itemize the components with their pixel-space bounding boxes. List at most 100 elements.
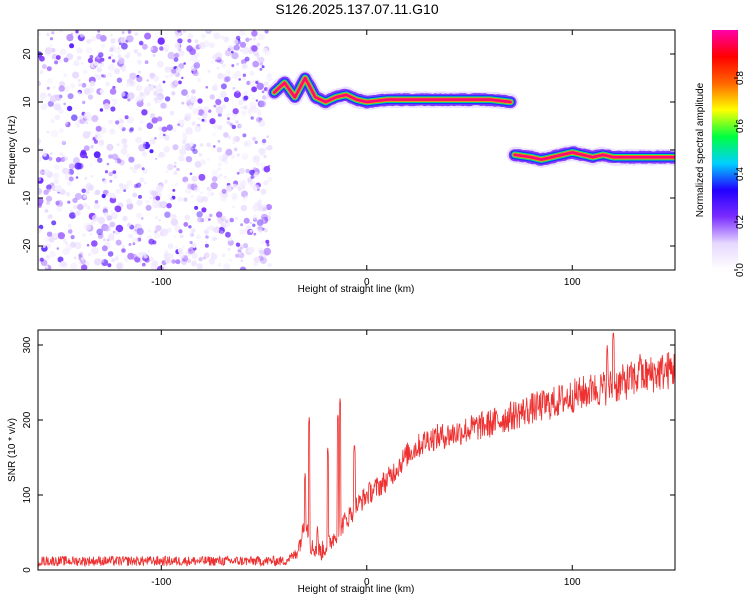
- noise-cell: [187, 183, 194, 190]
- noise-cell: [155, 101, 158, 104]
- noise-cell: [66, 181, 72, 187]
- noise-cell: [227, 236, 233, 242]
- noise-cell: [185, 250, 192, 257]
- noise-cell: [107, 72, 113, 78]
- snr-y-axis-label: SNR (10 * v/v): [7, 418, 18, 482]
- noise-cell: [87, 206, 91, 210]
- noise-cell: [263, 180, 269, 186]
- noise-cell: [174, 52, 180, 58]
- noise-cell: [46, 130, 50, 134]
- noise-cell: [173, 161, 177, 165]
- noise-cell: [75, 121, 80, 126]
- noise-cell: [100, 44, 106, 49]
- noise-cell: [120, 36, 127, 43]
- noise-cell: [137, 59, 143, 65]
- noise-cell: [166, 203, 172, 209]
- noise-cell: [246, 231, 251, 235]
- noise-cell: [150, 262, 158, 270]
- noise-cell: [150, 113, 156, 119]
- noise-cell: [194, 160, 202, 168]
- noise-cell: [260, 240, 265, 244]
- noise-cell: [219, 194, 227, 202]
- noise-cell: [198, 173, 206, 181]
- noise-cell: [113, 230, 119, 235]
- noise-cell: [102, 208, 109, 214]
- noise-cell: [261, 258, 265, 262]
- noise-cell: [252, 136, 257, 141]
- noise-cell: [261, 90, 265, 94]
- noise-cell: [220, 35, 225, 40]
- noise-cell: [39, 55, 45, 62]
- noise-cell: [236, 153, 240, 157]
- noise-cell: [136, 212, 143, 219]
- noise-cell: [43, 168, 51, 177]
- noise-cell: [39, 70, 44, 75]
- noise-cell: [241, 153, 249, 160]
- noise-cell: [97, 157, 103, 163]
- noise-cell: [239, 228, 246, 235]
- noise-cell: [178, 80, 182, 85]
- noise-cell: [232, 86, 236, 90]
- noise-cell: [173, 81, 179, 86]
- colorbar-ticks: 0.0 0.2 0.4 0.6 0.8: [734, 71, 746, 277]
- noise-cell: [136, 76, 143, 83]
- noise-cell: [99, 89, 105, 94]
- noise-cell: [144, 181, 147, 185]
- noise-cell: [44, 237, 50, 243]
- noise-cell: [235, 120, 239, 124]
- noise-cell: [219, 173, 223, 177]
- noise-cell: [172, 188, 176, 192]
- noise-cell: [106, 162, 110, 166]
- noise-cell: [73, 157, 80, 165]
- noise-cell: [38, 32, 41, 37]
- noise-cell: [121, 138, 128, 145]
- noise-cell: [120, 91, 126, 97]
- noise-cell: [50, 48, 56, 53]
- snr-y-tick-label: 100: [22, 486, 33, 503]
- noise-cell: [227, 72, 230, 76]
- noise-cell: [156, 60, 164, 68]
- noise-cell: [155, 185, 163, 193]
- noise-cell: [108, 154, 113, 159]
- noise-cell: [164, 66, 171, 73]
- noise-cell: [62, 247, 70, 256]
- noise-cell: [253, 154, 261, 162]
- noise-cell: [230, 154, 236, 159]
- noise-cell: [153, 85, 156, 89]
- noise-cell: [225, 161, 229, 165]
- noise-cell: [62, 140, 65, 144]
- noise-cell: [232, 136, 239, 143]
- noise-cell: [58, 85, 65, 92]
- noise-cell: [267, 72, 272, 77]
- noise-cell: [91, 36, 97, 42]
- noise-cell: [232, 108, 239, 115]
- noise-cell: [164, 257, 171, 264]
- noise-cell: [240, 259, 244, 263]
- noise-cell: [171, 68, 177, 74]
- noise-cell: [154, 137, 157, 140]
- noise-cell: [155, 157, 158, 161]
- noise-cell: [51, 220, 57, 226]
- noise-cell: [191, 121, 196, 126]
- noise-cell: [72, 197, 78, 204]
- noise-cell: [104, 170, 109, 174]
- noise-cell: [186, 98, 190, 102]
- noise-cell: [205, 235, 209, 239]
- noise-cell: [196, 59, 200, 64]
- noise-cell: [105, 81, 111, 87]
- noise-cell: [101, 245, 108, 252]
- noise-cell: [155, 195, 161, 201]
- noise-cell: [39, 257, 44, 262]
- noise-cell: [230, 47, 235, 52]
- noise-cell: [48, 236, 55, 243]
- noise-cell: [40, 98, 43, 102]
- noise-cell: [181, 144, 187, 150]
- noise-cell: [58, 94, 63, 99]
- noise-cell: [194, 205, 199, 210]
- colorbar-gradient: [712, 30, 738, 270]
- noise-cell: [195, 234, 201, 240]
- snr-x-ticks: -100 0 100: [151, 330, 581, 588]
- noise-cell: [76, 125, 80, 128]
- noise-cell: [127, 92, 135, 100]
- snr-y-tick-label: 200: [22, 411, 33, 428]
